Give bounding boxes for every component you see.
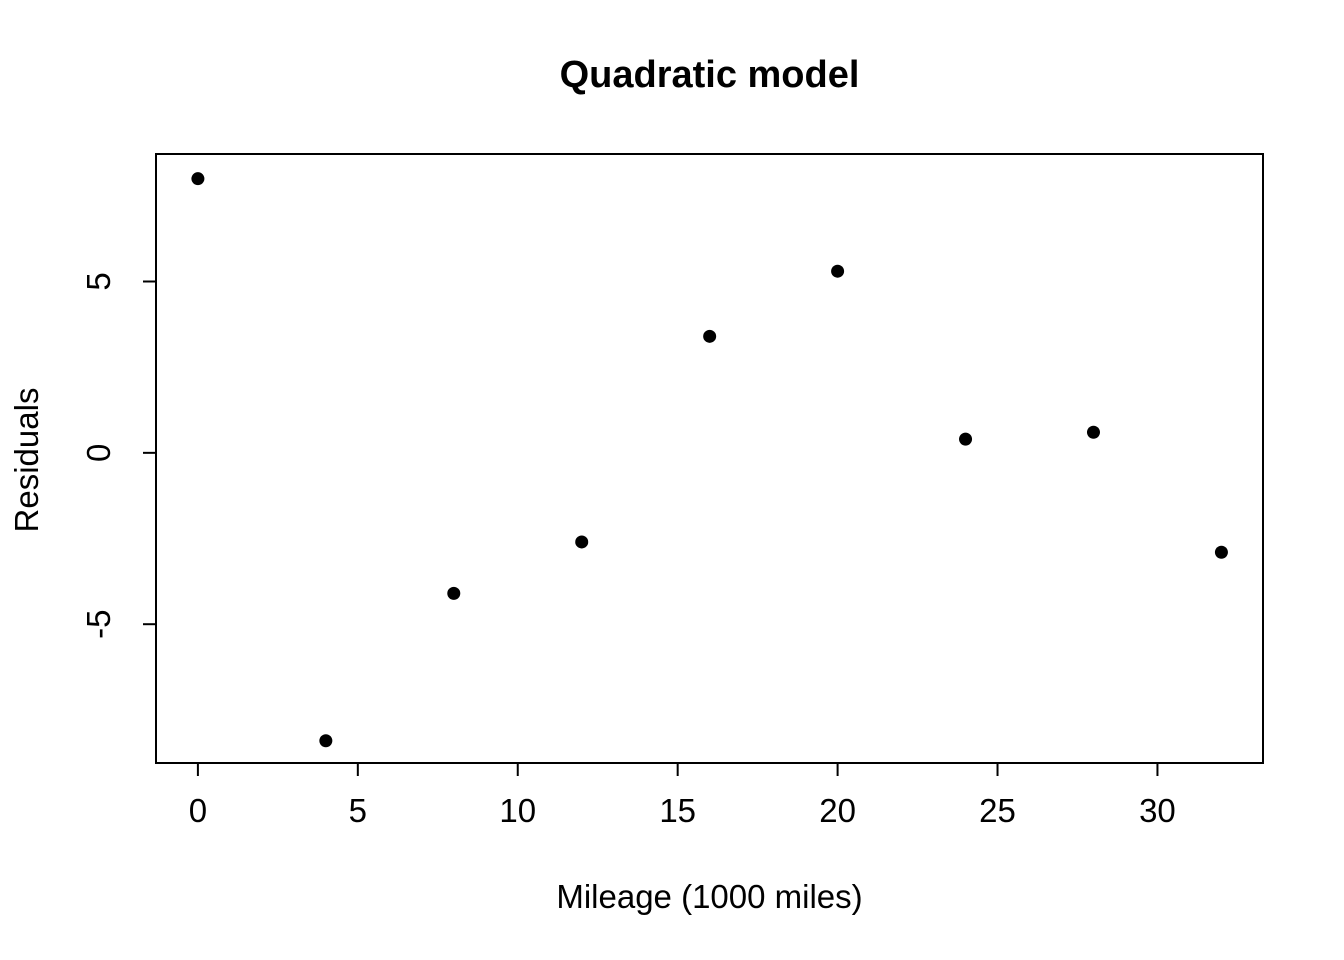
data-point <box>831 264 845 278</box>
x-tick-label: 25 <box>979 792 1016 829</box>
x-tick-label: 10 <box>499 792 536 829</box>
plot-border <box>155 153 1264 764</box>
x-tick-label: 5 <box>349 792 367 829</box>
data-point <box>1214 545 1228 559</box>
data-point <box>703 329 717 343</box>
y-tick-label: 5 <box>80 272 117 290</box>
data-point <box>319 734 333 748</box>
chart-title: Quadratic model <box>559 54 860 96</box>
y-axis-title: Residuals <box>8 387 45 533</box>
y-tick-label: -5 <box>80 610 117 639</box>
x-axis-title: Mileage (1000 miles) <box>556 878 863 915</box>
data-point <box>575 535 589 549</box>
data-point <box>1086 425 1100 439</box>
y-tick-label: 0 <box>80 444 117 462</box>
x-tick-label: 30 <box>1139 792 1176 829</box>
data-point <box>191 172 205 186</box>
x-tick-label: 0 <box>189 792 207 829</box>
data-point <box>959 432 973 446</box>
x-tick-label: 15 <box>659 792 696 829</box>
x-tick-label: 20 <box>819 792 856 829</box>
data-point <box>447 586 461 600</box>
